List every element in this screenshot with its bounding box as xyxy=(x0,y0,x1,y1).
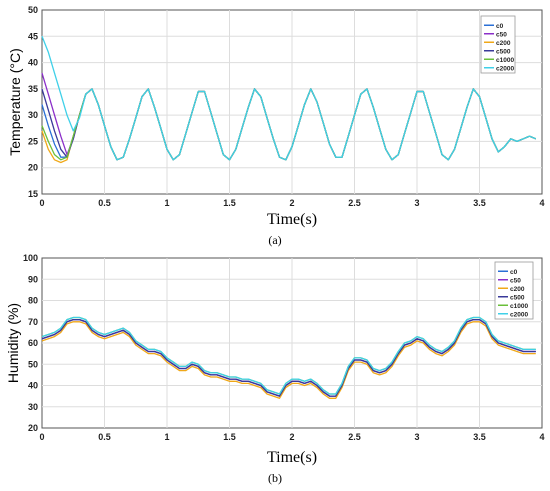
caption-b: (b) xyxy=(268,471,282,485)
humidity-y-tick-label: 60 xyxy=(28,338,38,348)
humidity-y-tick-label: 90 xyxy=(28,274,38,284)
temperature-y-axis-label: Temperature (°C) xyxy=(7,48,23,156)
humidity-y-tick-label: 100 xyxy=(23,253,38,263)
temperature-x-tick-label: 2.5 xyxy=(348,198,361,208)
humidity-x-tick-label: 0 xyxy=(39,432,44,442)
humidity-x-tick-label: 3 xyxy=(414,432,419,442)
temperature-y-tick-label: 15 xyxy=(28,189,38,199)
humidity-x-tick-label: 1.5 xyxy=(223,432,236,442)
temperature-y-tick-label: 50 xyxy=(28,5,38,15)
temperature-ticks: 0 0.5 1 1.5 2 2.5 3 3.5 4 15 20 25 30 35 40 45 50 xyxy=(28,5,545,208)
humidity-y-tick-label: 50 xyxy=(28,359,38,369)
humidity-legend-label-c500: c500 xyxy=(510,294,525,301)
temperature-x-tick-label: 0.5 xyxy=(98,198,111,208)
humidity-y-tick-label: 20 xyxy=(28,423,38,433)
temperature-y-tick-label: 20 xyxy=(28,163,38,173)
humidity-legend-label-c200: c200 xyxy=(510,286,525,293)
humidity-grid xyxy=(42,258,542,428)
temperature-x-axis-label: Time(s) xyxy=(267,211,317,228)
temperature-x-tick-label: 0 xyxy=(39,198,44,208)
humidity-series-c200 xyxy=(41,321,536,399)
humidity-x-tick-label: 2 xyxy=(289,432,294,442)
humidity-y-tick-label: 70 xyxy=(28,317,38,327)
temperature-y-tick-label: 35 xyxy=(28,84,38,94)
temperature-y-tick-label: 25 xyxy=(28,136,38,146)
humidity-series-c500 xyxy=(41,318,536,397)
temperature-grid xyxy=(42,10,542,194)
humidity-legend-label-c2000: c2000 xyxy=(510,311,528,318)
humidity-legend-label-c1000: c1000 xyxy=(510,303,528,310)
temperature-legend-label-c50: c50 xyxy=(496,31,507,38)
humidity-x-tick-label: 3.5 xyxy=(473,432,486,442)
temperature-series-c2000 xyxy=(41,36,537,161)
humidity-x-tick-label: 2.5 xyxy=(348,432,361,442)
temperature-x-tick-label: 4 xyxy=(539,198,544,208)
caption-a: (a) xyxy=(268,233,281,247)
temperature-x-tick-label: 3 xyxy=(414,198,419,208)
humidity-y-tick-label: 30 xyxy=(28,402,38,412)
humidity-y-tick-label: 40 xyxy=(28,381,38,391)
humidity-x-tick-label: 4 xyxy=(539,432,544,442)
humidity-x-tick-label: 0.5 xyxy=(98,432,111,442)
temperature-y-tick-label: 30 xyxy=(28,110,38,120)
temperature-x-tick-label: 1.5 xyxy=(223,198,236,208)
humidity-x-axis-label: Time(s) xyxy=(267,449,317,466)
humidity-y-tick-label: 80 xyxy=(28,296,38,306)
temperature-legend-label-c2000: c2000 xyxy=(496,65,514,72)
humidity-series-c2000 xyxy=(41,316,536,395)
temperature-x-tick-label: 1 xyxy=(164,198,169,208)
humidity-y-axis-label: Humidity (%) xyxy=(5,303,21,383)
temperature-legend-label-c0: c0 xyxy=(496,23,504,30)
temperature-legend-label-c500: c500 xyxy=(496,48,511,55)
temperature-y-tick-label: 40 xyxy=(28,58,38,68)
temperature-legend-label-c1000: c1000 xyxy=(496,57,514,64)
humidity-series xyxy=(41,316,536,399)
temperature-x-tick-label: 2 xyxy=(289,198,294,208)
temperature-x-tick-label: 3.5 xyxy=(473,198,486,208)
humidity-legend-label-c0: c0 xyxy=(510,269,518,276)
temperature-series xyxy=(41,36,537,164)
humidity-x-tick-label: 1 xyxy=(164,432,169,442)
humidity-ticks: 0 0.5 1 1.5 2 2.5 3 3.5 4 20 30 40 50 60 70 80 90 100 xyxy=(23,253,545,442)
temperature-y-tick-label: 45 xyxy=(28,31,38,41)
temperature-legend-label-c200: c200 xyxy=(496,40,511,47)
humidity-legend-label-c50: c50 xyxy=(510,277,521,284)
